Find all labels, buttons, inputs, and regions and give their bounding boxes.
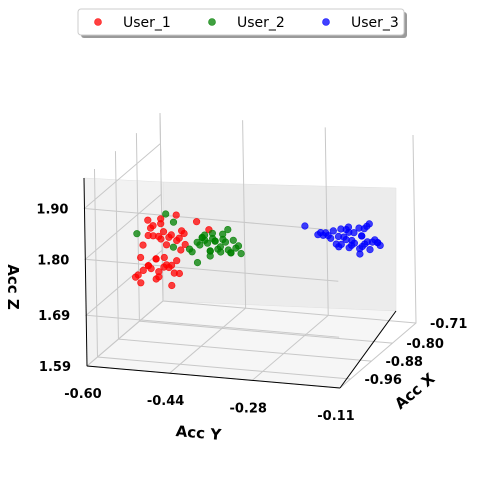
x-tick-label: -0.80 — [406, 337, 443, 352]
data-point — [317, 229, 325, 237]
z-tick-label: 1.59 — [39, 360, 71, 375]
data-point — [358, 232, 366, 240]
legend-marker — [322, 18, 330, 26]
data-point — [219, 230, 227, 238]
data-point — [132, 273, 140, 281]
data-point — [206, 252, 214, 260]
data-point — [211, 237, 219, 245]
y-tick-label: -0.60 — [64, 387, 101, 402]
data-point — [181, 240, 189, 249]
data-point — [137, 279, 145, 287]
data-point — [337, 225, 345, 233]
data-point — [180, 229, 188, 238]
z-tick-label: 1.69 — [38, 309, 70, 324]
data-point — [358, 242, 366, 251]
data-point — [301, 222, 309, 230]
data-point — [152, 255, 160, 263]
z-tick-label: 1.90 — [36, 202, 68, 217]
data-point — [149, 232, 157, 240]
data-point — [345, 244, 353, 252]
data-point — [177, 246, 185, 254]
series-User_2 — [133, 210, 245, 267]
x-grid-line — [159, 112, 417, 324]
data-point — [237, 250, 245, 258]
data-point — [208, 229, 216, 237]
data-point — [169, 243, 177, 251]
x-grid-line — [93, 169, 351, 380]
data-point — [221, 238, 230, 246]
data-point — [157, 220, 165, 228]
data-point — [165, 233, 173, 241]
x-tick-label: -0.88 — [385, 355, 422, 370]
data-point — [175, 234, 183, 242]
data-point — [160, 263, 168, 271]
legend-label: User_1 — [123, 15, 171, 31]
data-point — [366, 246, 374, 254]
series-User_3 — [301, 220, 384, 258]
data-point — [196, 241, 204, 249]
data-point — [201, 231, 209, 239]
x-tick-label: -0.71 — [430, 317, 467, 332]
y-axis-label: Acc Y — [175, 422, 223, 444]
data-point — [144, 262, 152, 270]
legend-label: User_3 — [351, 15, 399, 31]
z-axis-line — [83, 177, 88, 367]
data-point — [227, 249, 235, 257]
x-tick-label: -0.96 — [364, 373, 401, 388]
x-grid-line — [114, 151, 372, 362]
data-point — [232, 244, 240, 252]
data-point — [133, 230, 141, 238]
data-point — [160, 253, 168, 262]
legend: User_1 User_2 User_3 — [77, 8, 407, 38]
data-point — [168, 281, 176, 290]
data-point — [139, 241, 147, 249]
data-point — [329, 227, 337, 235]
data-point — [149, 222, 157, 230]
data-point — [356, 250, 364, 258]
data-point — [157, 235, 165, 243]
data-point — [139, 266, 147, 275]
y-axis-line — [86, 365, 341, 389]
data-point — [224, 226, 232, 234]
z-axis-label: Acc Z — [4, 264, 22, 310]
data-point — [360, 225, 368, 233]
data-point — [185, 245, 194, 253]
data-point — [229, 236, 237, 244]
y-tick-label: -0.28 — [229, 401, 266, 416]
data-point — [162, 210, 170, 218]
data-point — [169, 218, 178, 226]
legend-marker — [94, 18, 102, 26]
data-point — [162, 241, 171, 249]
tick-labels: 1.59 1.69 1.80 1.90 -0.60 -0.44 -0.28 -0.11 -0.9… — [36, 202, 467, 424]
data-point — [371, 236, 379, 244]
z-tick-label: 1.80 — [37, 253, 69, 268]
x-grid-line — [135, 133, 393, 344]
x-axis-line — [339, 310, 397, 389]
axis-panes — [83, 177, 397, 389]
data-point — [152, 275, 160, 283]
data-point — [173, 257, 181, 265]
data-point — [172, 211, 180, 219]
legend-box — [77, 8, 405, 36]
legend-label: User_2 — [237, 15, 285, 31]
data-point — [144, 216, 152, 224]
y-tick-label: -0.11 — [317, 409, 354, 424]
data-point — [170, 269, 178, 277]
data-point — [168, 261, 176, 269]
data-point — [217, 248, 225, 256]
data-point — [344, 223, 353, 231]
data-point — [193, 259, 202, 267]
data-point — [337, 240, 345, 248]
data-point — [193, 218, 201, 226]
data-points — [132, 210, 384, 290]
series-User_1 — [132, 211, 213, 290]
data-point — [342, 236, 350, 244]
data-point — [137, 253, 145, 262]
legend-marker — [208, 18, 216, 26]
y-tick-label: -0.44 — [147, 394, 184, 409]
data-point — [159, 228, 168, 236]
axis-lines — [83, 177, 397, 389]
